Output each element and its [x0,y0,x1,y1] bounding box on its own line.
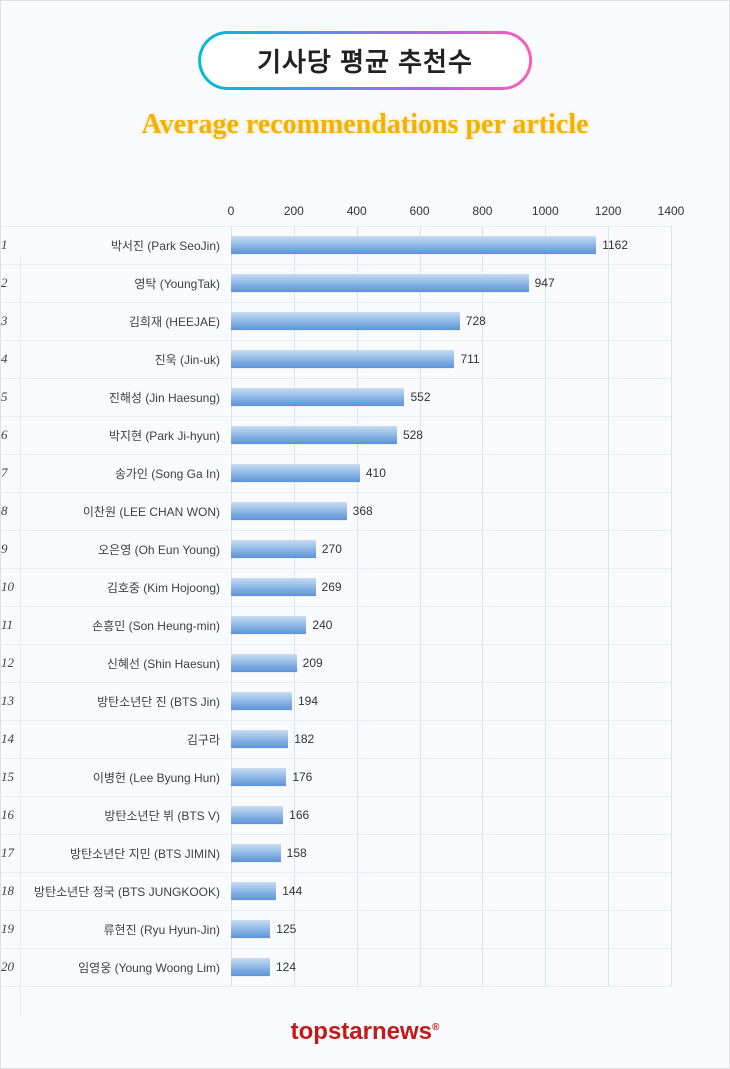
value-label: 410 [366,466,386,480]
bar [231,958,270,976]
bar [231,274,529,292]
bar [231,768,286,786]
value-label: 240 [312,618,332,632]
bar [231,502,347,520]
bar [231,388,404,406]
bar [231,578,316,596]
bar [231,654,297,672]
category-label: 류현진 (Ryu Hyun-Jin) [21,910,226,948]
category-label: 박서진 (Park SeoJin) [21,226,226,264]
bar [231,844,281,862]
bar [231,882,276,900]
chart-frame: 기사당 평균 추천수 Average recommendations per a… [0,0,730,1069]
bar [231,312,460,330]
rank-cell: 13 [1,682,21,720]
category-label: 방탄소년단 뷔 (BTS V) [21,796,226,834]
category-label: 방탄소년단 지민 (BTS JIMIN) [21,834,226,872]
bar [231,692,292,710]
trademark-icon: ® [432,1022,439,1033]
x-tick-label: 1000 [532,204,559,218]
category-label: 영탁 (YoungTak) [21,264,226,302]
rank-cell: 6 [1,416,21,454]
rank-cell: 1 [1,226,21,264]
value-label: 166 [289,808,309,822]
bar-chart: 02004006008001000120014001박서진 (Park SeoJ… [81,196,671,986]
value-label: 270 [322,542,342,556]
rank-cell: 11 [1,606,21,644]
category-label: 김호중 (Kim Hojoong) [21,568,226,606]
rank-cell: 9 [1,530,21,568]
rank-cell: 10 [1,568,21,606]
bar [231,350,454,368]
subtitle: Average recommendations per article [1,109,729,141]
rank-cell: 17 [1,834,21,872]
rank-cell: 14 [1,720,21,758]
value-label: 368 [353,504,373,518]
bar [231,464,360,482]
brand-text: topstarnews [291,1018,432,1045]
category-label: 이병헌 (Lee Byung Hun) [21,758,226,796]
x-tick-label: 600 [410,204,430,218]
bar [231,236,596,254]
category-label: 방탄소년단 진 (BTS Jin) [21,682,226,720]
rank-cell: 8 [1,492,21,530]
value-label: 1162 [602,238,628,252]
x-tick-label: 200 [284,204,304,218]
x-tick-label: 1200 [595,204,622,218]
value-label: 182 [294,732,314,746]
category-label: 진욱 (Jin-uk) [21,340,226,378]
gridline [671,226,672,986]
rank-cell: 7 [1,454,21,492]
bar [231,540,316,558]
category-label: 방탄소년단 정국 (BTS JUNGKOOK) [21,872,226,910]
category-label: 박지현 (Park Ji-hyun) [21,416,226,454]
value-label: 125 [276,922,296,936]
value-label: 269 [322,580,342,594]
bar [231,806,283,824]
category-label: 김희재 (HEEJAE) [21,302,226,340]
plot-area: 02004006008001000120014001박서진 (Park SeoJ… [231,226,671,986]
rank-cell: 5 [1,378,21,416]
rank-cell: 12 [1,644,21,682]
rank-cell: 19 [1,910,21,948]
category-label: 임영웅 (Young Woong Lim) [21,948,226,986]
value-label: 194 [298,694,318,708]
value-label: 728 [466,314,486,328]
row-separator [1,986,671,987]
rank-cell: 18 [1,872,21,910]
category-label: 오은영 (Oh Eun Young) [21,530,226,568]
category-label: 송가인 (Song Ga In) [21,454,226,492]
category-label: 신혜선 (Shin Haesun) [21,644,226,682]
category-label: 진해성 (Jin Haesung) [21,378,226,416]
footer-brand: topstarnews® [1,1018,729,1046]
value-label: 124 [276,960,296,974]
value-label: 144 [282,884,302,898]
rank-cell: 2 [1,264,21,302]
x-tick-label: 400 [347,204,367,218]
category-label: 김구라 [21,720,226,758]
value-label: 947 [535,276,555,290]
category-label: 이찬원 (LEE CHAN WON) [21,492,226,530]
rank-cell: 15 [1,758,21,796]
bar [231,730,288,748]
value-label: 209 [303,656,323,670]
value-label: 176 [292,770,312,784]
value-label: 158 [287,846,307,860]
category-label: 손흥민 (Son Heung-min) [21,606,226,644]
rank-cell: 16 [1,796,21,834]
value-label: 711 [460,352,479,366]
value-label: 552 [410,390,430,404]
value-label: 528 [403,428,423,442]
x-tick-label: 1400 [658,204,685,218]
rank-cell: 4 [1,340,21,378]
rank-cell: 3 [1,302,21,340]
bar [231,920,270,938]
bar [231,426,397,444]
title-pill: 기사당 평균 추천수 [198,31,532,90]
rank-cell: 20 [1,948,21,986]
x-tick-label: 0 [228,204,235,218]
bar [231,616,306,634]
x-tick-label: 800 [472,204,492,218]
page-title: 기사당 평균 추천수 [201,34,529,87]
